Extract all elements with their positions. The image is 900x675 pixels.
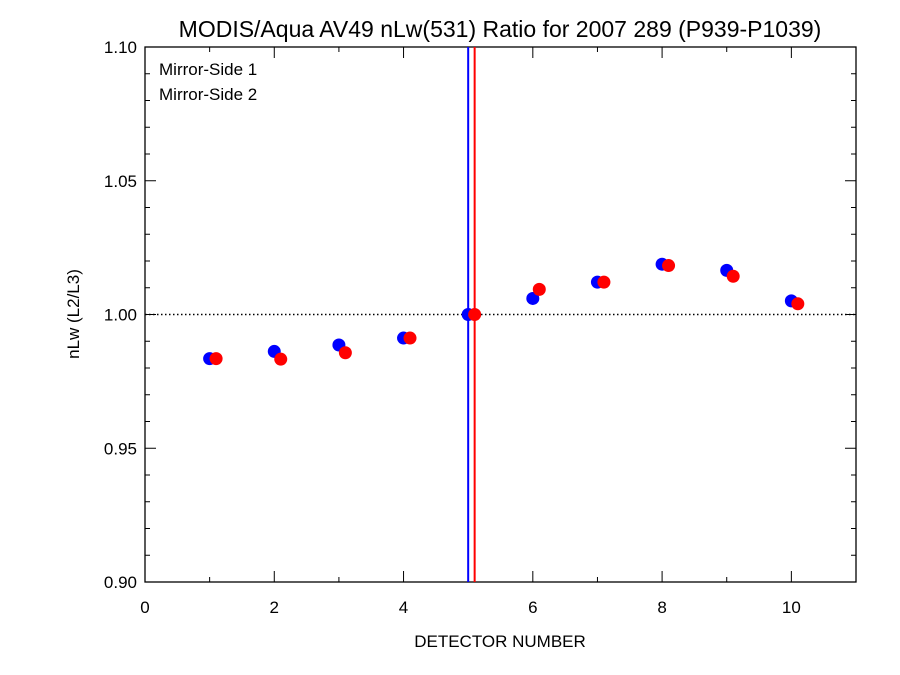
point-series-2 xyxy=(468,308,482,321)
point-series-2 xyxy=(274,352,288,366)
chart-title: MODIS/Aqua AV49 nLw(531) Ratio for 2007 … xyxy=(179,16,822,42)
x-tick-label: 4 xyxy=(399,598,408,617)
point-series-2 xyxy=(403,331,417,345)
y-tick-label: 1.10 xyxy=(104,38,137,57)
x-tick-label: 10 xyxy=(782,598,801,617)
point-series-2 xyxy=(532,282,546,296)
axis-tick-labels: 0 2 4 6 8 10 0.90 0.95 1.00 1.05 1.10 xyxy=(104,38,801,617)
x-tick-label: 6 xyxy=(528,598,537,617)
point-series-2 xyxy=(726,269,740,283)
legend: Mirror-Side 1 Mirror-Side 2 xyxy=(159,60,257,104)
x-tick-label: 0 xyxy=(140,598,149,617)
y-tick-label: 0.95 xyxy=(104,439,137,458)
legend-entry-mirror-side-2: Mirror-Side 2 xyxy=(159,85,257,104)
x-axis-label: DETECTOR NUMBER xyxy=(414,632,586,651)
point-series-2 xyxy=(597,275,611,289)
point-series-2 xyxy=(791,297,805,311)
data-points xyxy=(203,257,805,366)
y-tick-label: 0.90 xyxy=(104,573,137,592)
legend-entry-mirror-side-1: Mirror-Side 1 xyxy=(159,60,257,79)
y-tick-label: 1.00 xyxy=(104,306,137,325)
y-axis-label: nLw (L2/L3) xyxy=(64,269,83,359)
point-series-1 xyxy=(526,291,540,305)
x-tick-label: 2 xyxy=(270,598,279,617)
x-tick-label: 8 xyxy=(657,598,666,617)
point-series-2 xyxy=(662,259,676,273)
point-series-2 xyxy=(338,346,352,360)
y-tick-label: 1.05 xyxy=(104,172,137,191)
point-series-2 xyxy=(209,352,223,366)
